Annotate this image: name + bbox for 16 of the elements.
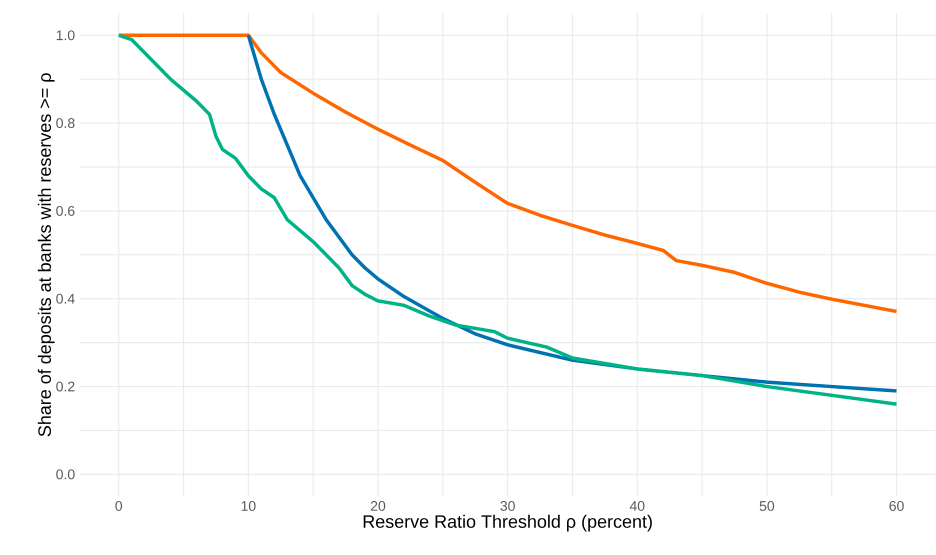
x-tick-label: 30: [500, 501, 515, 511]
x-tick-label: 10: [242, 501, 256, 511]
x-tick-label: 0: [115, 501, 122, 511]
x-tick-label: 20: [370, 501, 386, 511]
y-tick-label: 0.8: [56, 118, 75, 128]
y-axis-title: Share of deposits at banks with reserves >= ρ: [38, 73, 55, 436]
x-tick-label: 40: [630, 501, 644, 511]
x-axis-title: Reserve Ratio Threshold ρ (percent): [364, 514, 652, 532]
y-tick-label: 0.6: [56, 206, 75, 216]
y-tick-label: 1.0: [56, 30, 75, 40]
line-series: [117, 34, 898, 314]
x-tick-label: 50: [760, 501, 774, 511]
y-tick-label: 0.0: [56, 469, 75, 480]
y-tick-label: 0.4: [56, 294, 75, 304]
x-tick-label: 60: [889, 501, 904, 511]
y-tick-label: 0.2: [56, 382, 74, 392]
